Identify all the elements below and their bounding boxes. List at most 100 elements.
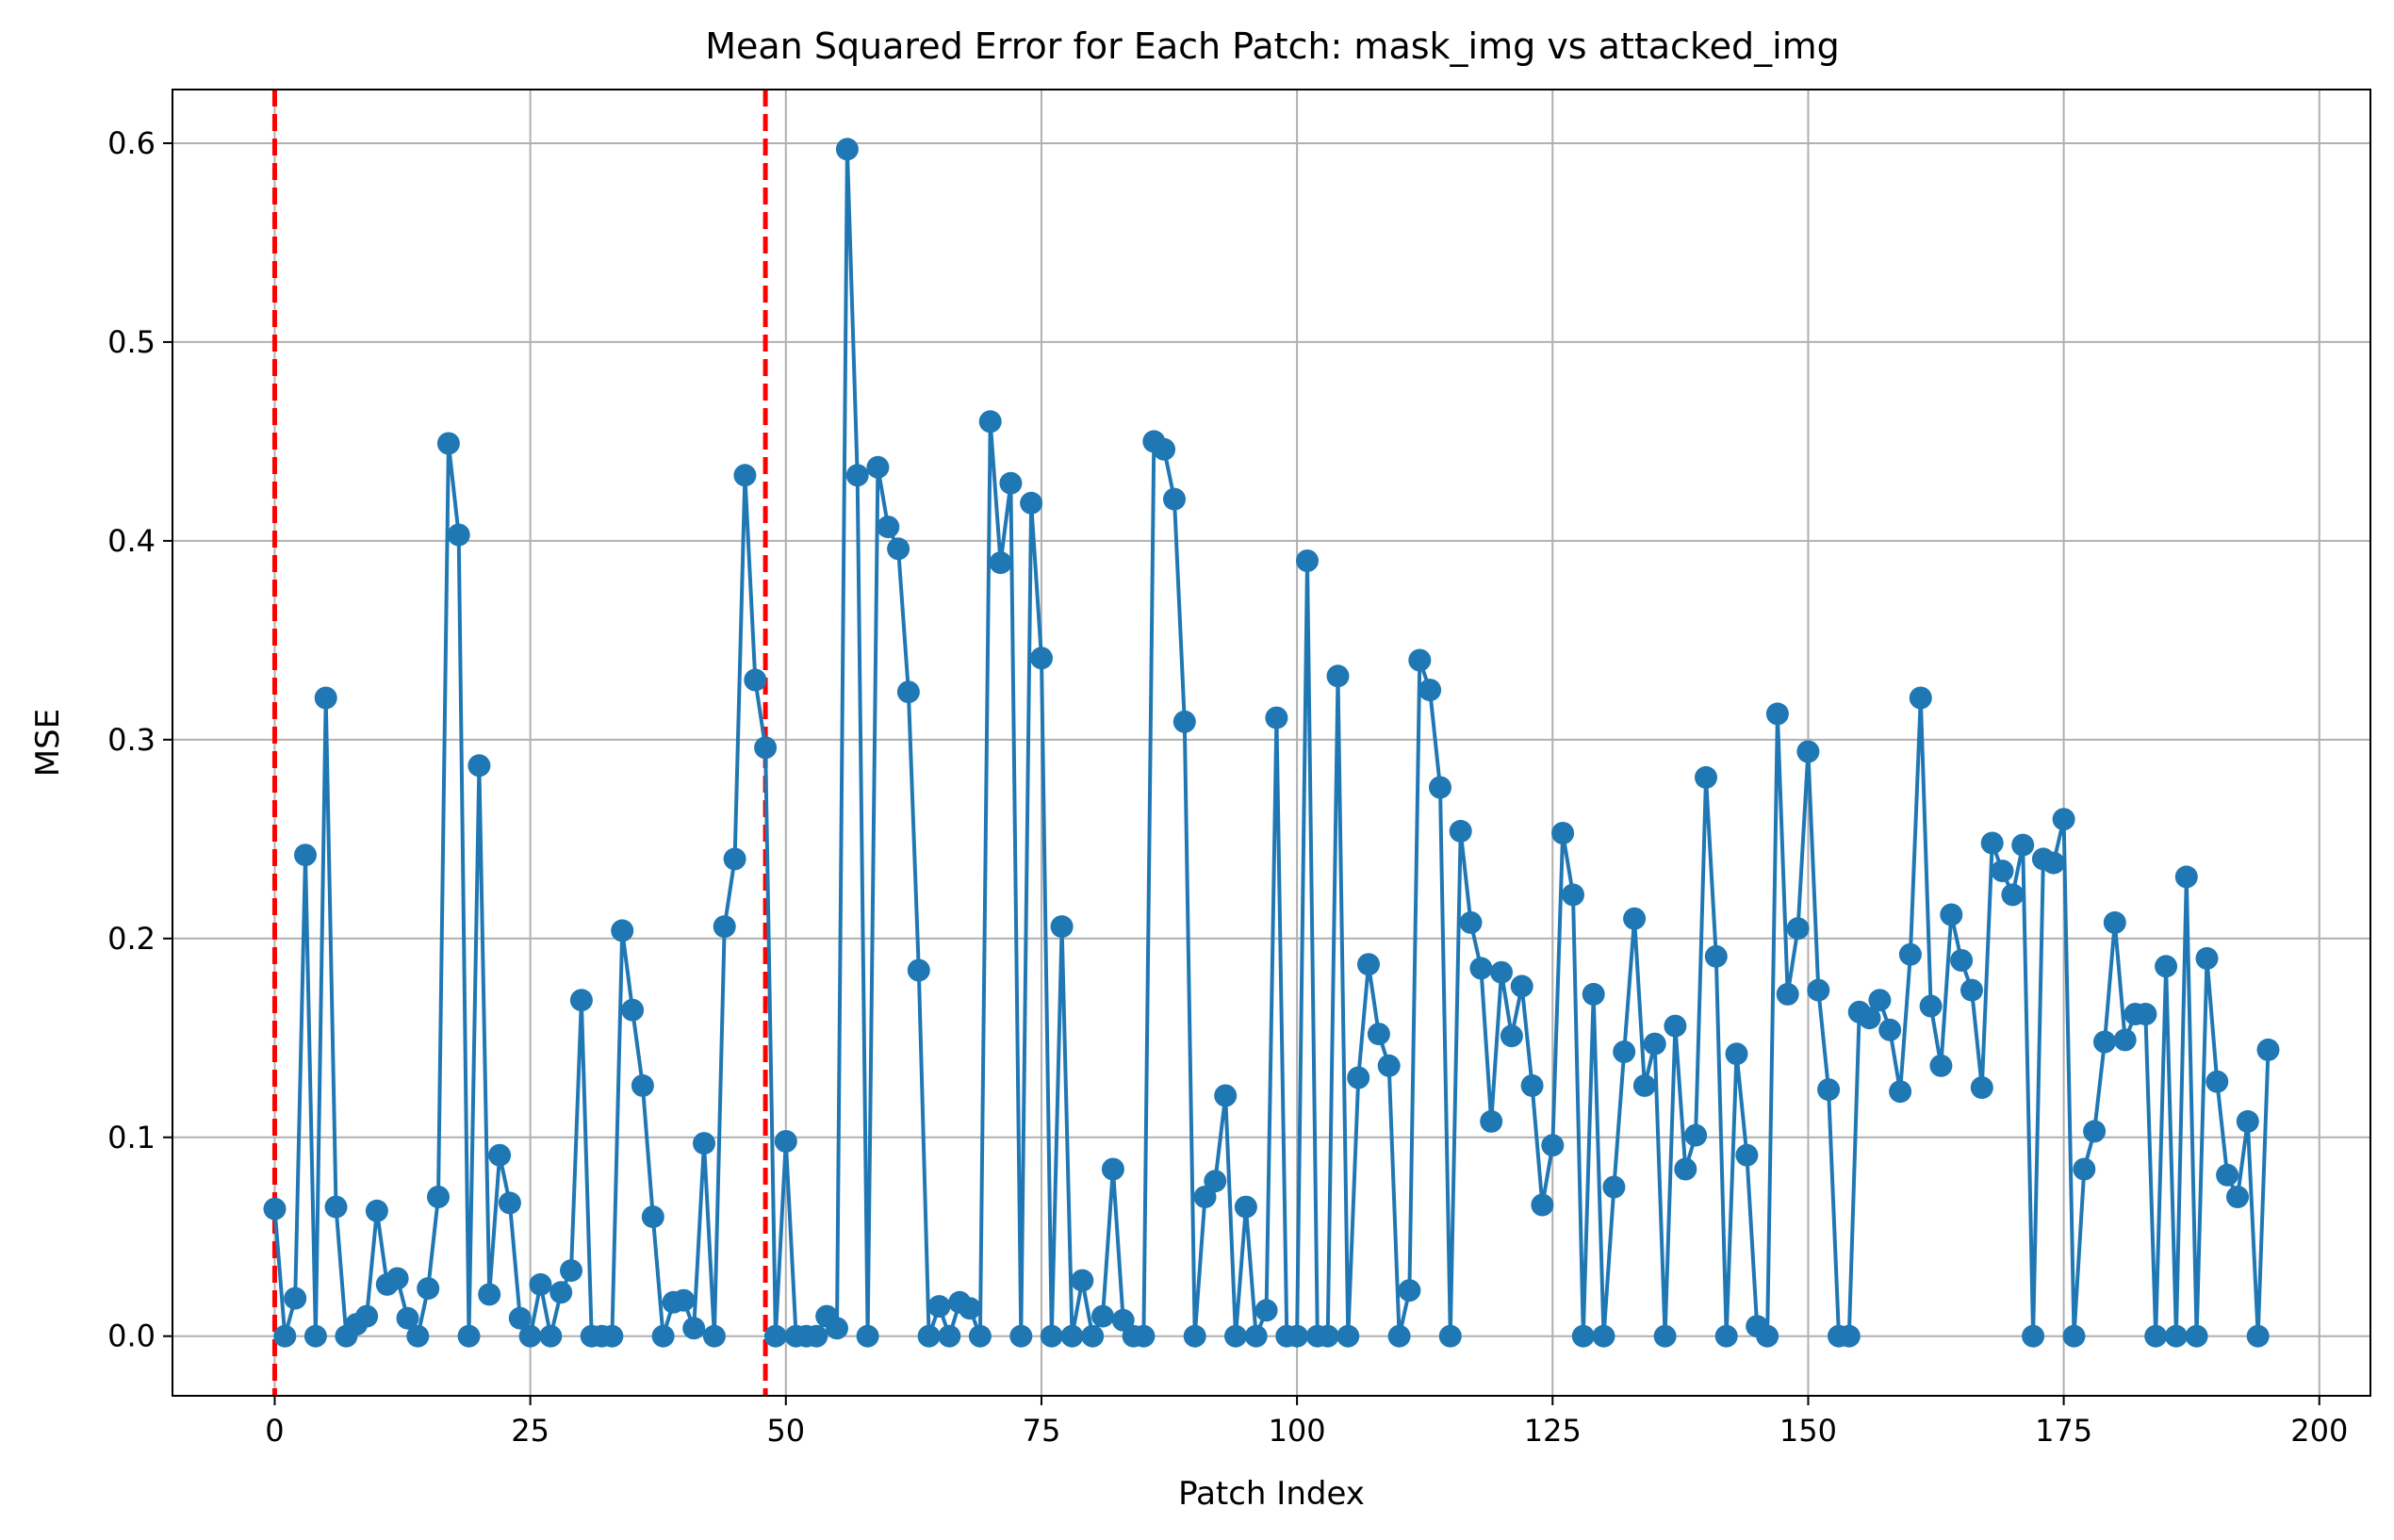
data-point [2164, 1324, 2188, 1348]
data-point [1602, 1175, 1626, 1199]
y-tick-label: 0.4 [107, 523, 156, 559]
data-point [1562, 883, 1584, 907]
data-point [1950, 949, 1974, 972]
data-point [2073, 1157, 2096, 1181]
data-point [1490, 960, 1513, 984]
x-tick-label: 75 [1023, 1413, 1061, 1449]
data-point [417, 1277, 440, 1301]
data-point [314, 686, 337, 710]
data-point [1878, 1018, 1902, 1041]
data-point [1714, 1324, 1738, 1348]
data-point [968, 1324, 992, 1348]
data-point [1480, 1109, 1503, 1133]
data-point [1172, 710, 1196, 733]
data-point [744, 668, 767, 692]
data-point [1582, 982, 1605, 1006]
data-point [1020, 491, 1043, 515]
data-point [1449, 819, 1472, 843]
data-point [978, 410, 1002, 434]
data-point [2216, 1163, 2239, 1187]
data-point [324, 1195, 348, 1219]
data-point [2113, 1028, 2137, 1052]
series-group [263, 138, 2280, 1348]
data-point [651, 1324, 675, 1348]
data-point [284, 1286, 307, 1310]
chart-title: Mean Squared Error for Each Patch: mask_… [705, 25, 1840, 67]
data-point [1520, 1073, 1544, 1097]
data-point [907, 958, 930, 982]
data-point [478, 1283, 501, 1306]
data-point [1704, 944, 1728, 968]
data-point [1377, 1054, 1401, 1077]
data-point [1101, 1157, 1124, 1181]
x-tick-label: 25 [511, 1413, 549, 1449]
data-point [1613, 1040, 1636, 1063]
data-point [672, 1288, 696, 1312]
data-point [1500, 1024, 1523, 1048]
plot-frame [172, 89, 2371, 1397]
data-point [2001, 883, 2025, 907]
data-point [1316, 1324, 1339, 1348]
data-point [1398, 1279, 1421, 1302]
data-point [1909, 686, 1932, 710]
x-tick-label: 125 [1524, 1413, 1582, 1449]
data-point [518, 1324, 542, 1348]
grid [172, 90, 2370, 1396]
data-point [896, 680, 920, 704]
data-point [1265, 706, 1288, 729]
data-point [989, 551, 1012, 575]
data-point [2041, 851, 2065, 875]
data-point [1796, 740, 1820, 763]
data-point [1889, 1080, 1912, 1104]
data-point [1367, 1023, 1390, 1046]
data-point [1132, 1324, 1156, 1348]
data-point [365, 1199, 388, 1222]
data-point [1970, 1076, 1993, 1099]
data-point [621, 998, 645, 1022]
data-point [631, 1073, 654, 1097]
data-point [1336, 1324, 1360, 1348]
data-point [1695, 765, 1717, 789]
data-point [1858, 1007, 1881, 1030]
data-point [1898, 942, 1922, 966]
data-point [1153, 437, 1176, 461]
data-point [457, 1324, 481, 1348]
x-tick-label: 175 [2035, 1413, 2092, 1449]
data-point [1643, 1032, 1666, 1056]
data-point [549, 1281, 573, 1304]
data-point [693, 1132, 715, 1155]
data-point [2022, 1324, 2045, 1348]
x-axis-label: Patch Index [1178, 1475, 1365, 1513]
data-point [733, 464, 757, 487]
data-point [1674, 1157, 1697, 1181]
y-tick-label: 0.5 [107, 324, 156, 360]
data-point [845, 464, 869, 487]
data-point [303, 1324, 327, 1348]
data-point [529, 1272, 552, 1296]
data-point [1735, 1143, 1759, 1167]
data-point [999, 471, 1023, 495]
data-point [1592, 1324, 1615, 1348]
data-point [1204, 1170, 1227, 1193]
data-point [1653, 1324, 1677, 1348]
data-point [2011, 833, 2035, 857]
data-point [1050, 915, 1074, 939]
x-tick-label: 100 [1269, 1413, 1326, 1449]
y-tick-label: 0.2 [107, 921, 156, 957]
data-point [877, 516, 900, 539]
data-point [938, 1324, 961, 1348]
data-point [1081, 1324, 1105, 1348]
data-point [488, 1143, 512, 1167]
data-point [702, 1324, 726, 1348]
data-point [508, 1306, 532, 1330]
data-point [1929, 1054, 1953, 1077]
data-point [600, 1324, 624, 1348]
x-tick-label: 200 [2290, 1413, 2348, 1449]
data-point [2195, 946, 2219, 970]
data-point [1868, 989, 1892, 1012]
data-point [887, 537, 910, 561]
data-point [1387, 1324, 1411, 1348]
data-point [1776, 982, 1799, 1006]
data-point [723, 847, 746, 871]
data-point [498, 1191, 521, 1215]
